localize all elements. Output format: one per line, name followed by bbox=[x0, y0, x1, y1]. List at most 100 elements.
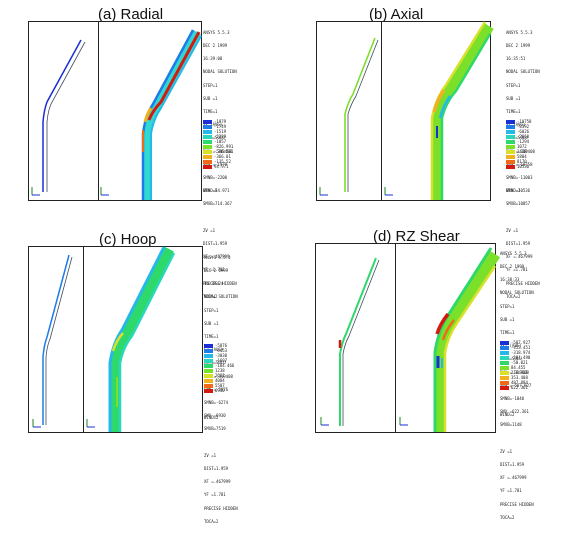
info-line: SMX =622.361 bbox=[500, 409, 529, 415]
window-label: WIND=2 bbox=[506, 188, 521, 193]
legend-entry: -6026 bbox=[506, 129, 531, 134]
info-line: ANSYS 5.5.3 bbox=[204, 254, 231, 260]
legend-value: -587.927 bbox=[511, 340, 531, 345]
legend-swatch bbox=[506, 154, 515, 159]
info-line: ZV =1 bbox=[203, 227, 216, 233]
info-line: DEC 2 1999 bbox=[204, 268, 229, 274]
info-line: SMXB=7519 bbox=[204, 426, 226, 432]
legend-value: 3438 bbox=[517, 149, 527, 154]
panel-caption: (c) Hoop bbox=[99, 231, 157, 248]
legend-value: -1289 bbox=[214, 134, 227, 139]
legend-value: -184.466 bbox=[215, 363, 235, 368]
legend-value: 8170 bbox=[517, 159, 527, 164]
legend-value: 6930 bbox=[215, 388, 225, 393]
legend-entry: 1238 bbox=[204, 368, 234, 373]
info-line: SUB =1 bbox=[506, 95, 521, 101]
info-line: 16:39:24 bbox=[204, 281, 224, 287]
legend-entry: 218.931 bbox=[500, 370, 530, 375]
window-divider bbox=[395, 244, 396, 432]
info-line: TOCA=2 bbox=[203, 293, 218, 299]
info-line: ANSYS 5.5.3 bbox=[203, 29, 230, 35]
legend-value: -5876 bbox=[215, 343, 228, 348]
legend-value: 5804 bbox=[517, 154, 527, 159]
legend-value: -596.501 bbox=[214, 149, 234, 154]
legend-swatch bbox=[203, 124, 212, 129]
legend-value: -366.01 bbox=[214, 154, 231, 159]
legend-value: 1238 bbox=[215, 368, 225, 373]
legend-value: -453.451 bbox=[511, 345, 531, 350]
info-line: PRECISE HIDDEN bbox=[506, 280, 540, 286]
legend-entry: -1607 bbox=[204, 358, 234, 363]
legend-swatch bbox=[203, 129, 212, 134]
legend-swatch bbox=[506, 164, 515, 169]
legend-entry: -366.01 bbox=[203, 154, 233, 159]
legend-entry: -1979 bbox=[203, 119, 233, 124]
info-line: SUB =1 bbox=[204, 320, 219, 326]
legend-swatch bbox=[500, 340, 509, 345]
coordinate-triad-icon bbox=[319, 183, 329, 196]
legend-entry: -184.466 bbox=[204, 363, 234, 368]
contour-plot bbox=[42, 246, 176, 432]
coordinate-triad-icon bbox=[32, 415, 42, 428]
info-line: DIST=1.959 bbox=[506, 241, 531, 247]
info-line: DIST=1.959 bbox=[204, 466, 229, 472]
info-line: YF =1.781 bbox=[506, 267, 528, 273]
legend-swatch bbox=[204, 368, 213, 373]
legend-entry: -1519 bbox=[203, 129, 233, 134]
legend-swatch bbox=[203, 164, 212, 169]
info-line: RSYS=SOLU bbox=[500, 356, 522, 362]
coordinate-triad-icon bbox=[86, 415, 96, 428]
legend-swatch bbox=[204, 343, 213, 348]
legend-entry: -50.021 bbox=[500, 360, 530, 365]
legend-swatch bbox=[500, 380, 509, 385]
legend-value: -3660 bbox=[517, 134, 530, 139]
legend-swatch bbox=[506, 144, 515, 149]
coordinate-triad-icon bbox=[399, 413, 409, 426]
legend-value: 4084 bbox=[215, 378, 225, 383]
legend-entry: -596.501 bbox=[203, 149, 233, 154]
legend-value: -1519 bbox=[214, 129, 227, 134]
info-line: XF =.467999 bbox=[506, 254, 533, 260]
info-line: SMXB=10857 bbox=[506, 201, 531, 207]
legend-swatch bbox=[500, 385, 509, 390]
legend-swatch bbox=[506, 149, 515, 154]
legend-entry: -3030 bbox=[204, 353, 234, 358]
legend-value: 353.408 bbox=[511, 375, 528, 380]
legend-swatch bbox=[506, 129, 515, 134]
legend-swatch bbox=[204, 373, 213, 378]
info-line: PRECISE HIDDEN bbox=[500, 501, 534, 507]
legend-swatch bbox=[500, 345, 509, 350]
info-line: DEC 2 1999 bbox=[506, 43, 531, 49]
info-line: SMN =-10758 bbox=[506, 161, 533, 167]
window-divider bbox=[83, 247, 84, 432]
info-line: NODAL SOLUTION bbox=[203, 69, 237, 75]
panel-caption: (a) Radial bbox=[98, 6, 164, 23]
contour-legend: -587.927 -453.451 -318.974 -184.498 -50.021 8… bbox=[500, 340, 530, 390]
legend-swatch bbox=[204, 363, 213, 368]
info-line: ANSYS 5.5.3 bbox=[506, 29, 533, 35]
info-line: 16:39:08 bbox=[203, 56, 223, 62]
window-divider bbox=[381, 22, 382, 200]
legend-value: 622.361 bbox=[511, 385, 528, 390]
panel-caption: (d) RZ Shear bbox=[373, 228, 460, 245]
info-line: ANSYS 5.5.3 bbox=[500, 250, 527, 256]
info-line: NODAL SOLUTION bbox=[500, 290, 534, 296]
info-line bbox=[203, 216, 237, 220]
info-line: TOCA=2 bbox=[500, 514, 515, 520]
window-label: WIND=2 bbox=[500, 412, 515, 417]
legend-entry: 8170 bbox=[506, 159, 531, 164]
info-line: TIME=1 bbox=[506, 109, 521, 115]
info-line: NODAL SOLUTION bbox=[204, 294, 238, 300]
info-line: XF =.467999 bbox=[204, 479, 231, 485]
legend-swatch bbox=[203, 159, 212, 164]
plot-frame bbox=[316, 21, 494, 201]
window-divider bbox=[98, 22, 99, 200]
info-line: STEP=1 bbox=[203, 82, 218, 88]
legend-entry: 5507 bbox=[204, 383, 234, 388]
legend-entry: 1072 bbox=[506, 144, 531, 149]
plot-frame bbox=[28, 246, 203, 433]
legend-swatch bbox=[203, 154, 212, 159]
coordinate-triad-icon bbox=[384, 183, 394, 196]
info-line: RSYS=SOLU bbox=[506, 135, 528, 141]
info-line: SMNB=-2200 bbox=[203, 175, 228, 181]
